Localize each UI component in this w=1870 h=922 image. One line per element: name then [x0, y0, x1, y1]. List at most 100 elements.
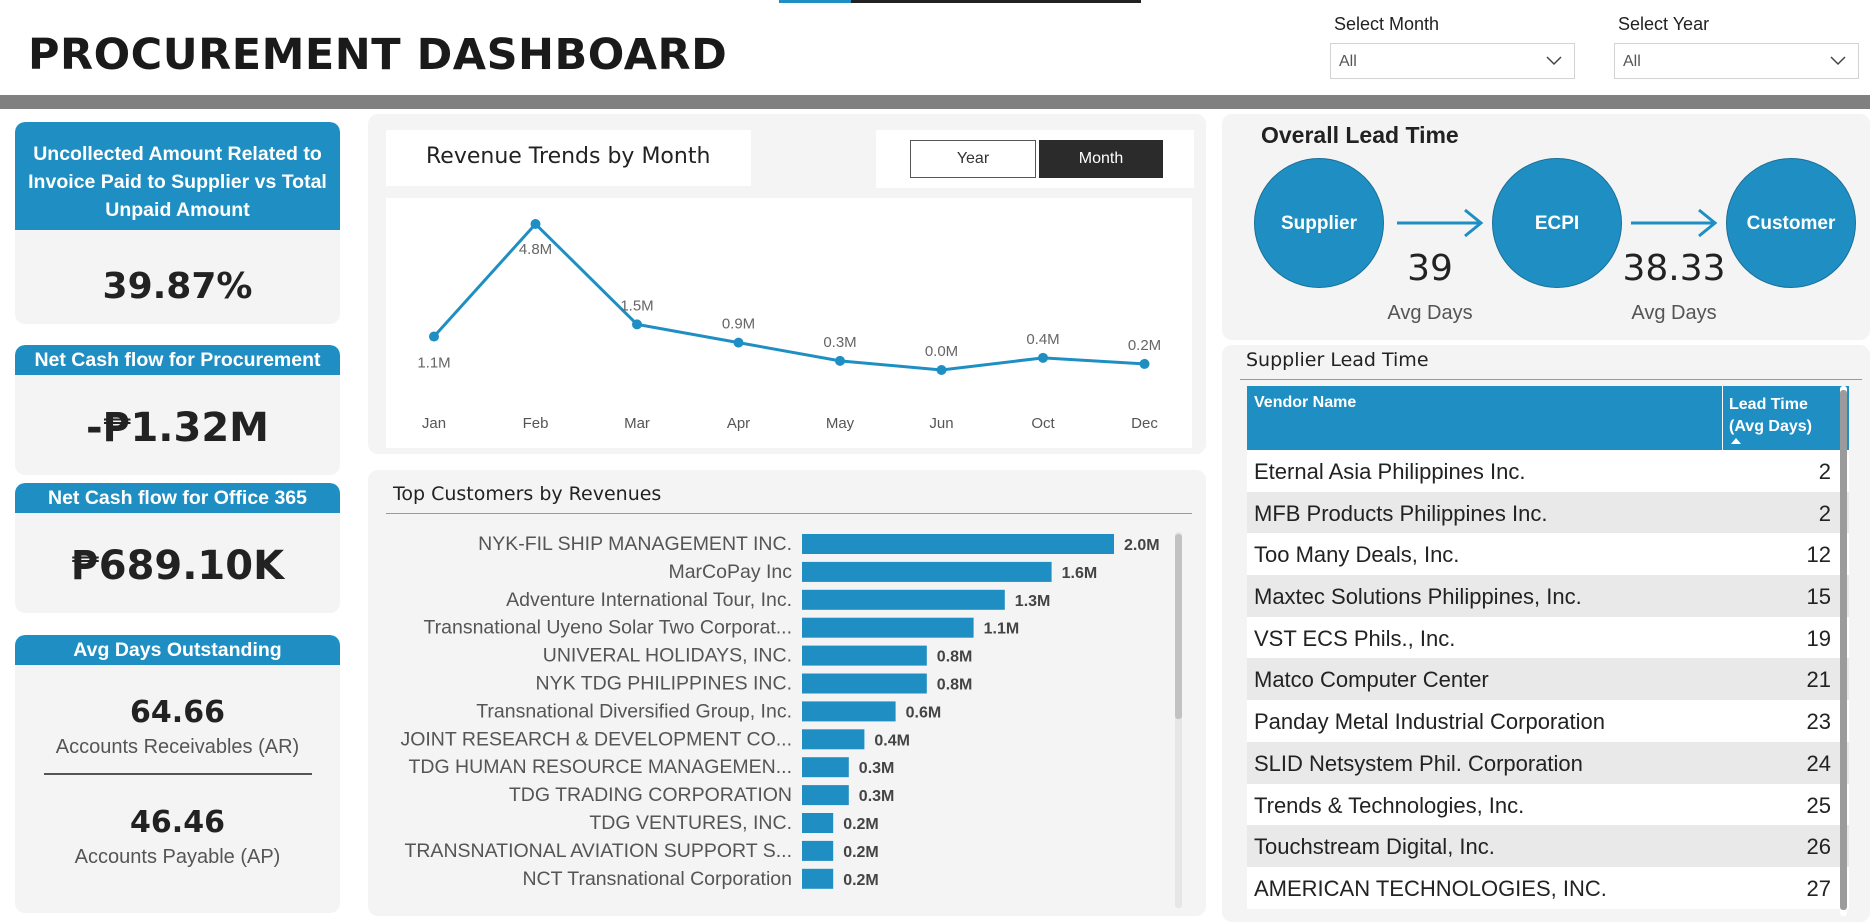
lead-time-header[interactable]: Lead Time (Avg Days) — [1729, 394, 1812, 438]
revenue-point[interactable] — [1139, 358, 1150, 369]
top-customers-title: Top Customers by Revenues — [393, 483, 662, 505]
table-row[interactable]: Too Many Deals, Inc. 12 — [1247, 533, 1849, 576]
table-row[interactable]: AMERICAN TECHNOLOGIES, INC. 27 — [1247, 866, 1849, 909]
ap-label: Accounts Payable (AP) — [74, 846, 281, 868]
revenue-point[interactable] — [429, 331, 439, 342]
customer-revenue-bar[interactable] — [802, 589, 1005, 610]
supplier-lead-time-title: Supplier Lead Time — [1246, 349, 1429, 371]
customer-revenue-bar[interactable] — [802, 813, 834, 833]
x-axis-tick-label: Feb — [523, 415, 549, 432]
lead-time-cell: 15 — [1806, 584, 1831, 610]
vendor-name-header[interactable]: Vendor Name — [1254, 394, 1357, 411]
supplier-ecpi-days-label: Avg Days — [1387, 302, 1473, 324]
revenue-point[interactable] — [936, 365, 947, 375]
revenue-point[interactable] — [835, 355, 845, 366]
customer-revenue-bar[interactable] — [802, 534, 1114, 554]
month-select[interactable]: All — [1330, 43, 1575, 79]
lead-time-cell: 26 — [1806, 834, 1831, 860]
revenue-point[interactable] — [632, 319, 642, 330]
revenue-point[interactable] — [1038, 352, 1048, 363]
vendor-name-cell: SLID Netsystem Phil. Corporation — [1254, 750, 1583, 776]
customer-name-label: TDG HUMAN RESOURCE MANAGEMEN... — [408, 756, 792, 778]
revenue-data-label: 0.2M — [1128, 337, 1161, 354]
chevron-down-icon[interactable] — [1546, 52, 1562, 68]
revenue-chart-title-box: Revenue Trends by Month — [386, 130, 751, 186]
page-nav-indicator — [779, 0, 1141, 3]
vendor-name-cell: Panday Metal Industrial Corporation — [1254, 709, 1605, 735]
uncollected-kpi-card: Uncollected Amount Related to Invoice Pa… — [15, 122, 340, 324]
customer-revenue-bar[interactable] — [802, 701, 896, 722]
days-outstanding-card: Avg Days Outstanding 64.66 Accounts Rece… — [15, 635, 340, 913]
lead-time-cell: 2 — [1818, 500, 1831, 526]
customer-revenue-bar[interactable] — [802, 868, 834, 889]
table-row[interactable]: Panday Metal Industrial Corporation 23 — [1247, 700, 1849, 742]
customer-name-label: JOINT RESEARCH & DEVELOPMENT CO... — [400, 728, 792, 750]
ecpi-customer-days-value: 38.33 — [1622, 248, 1726, 289]
customer-node: Customer — [1726, 158, 1856, 288]
x-axis-tick-label: Jan — [422, 415, 446, 432]
customer-name-label: TDG VENTURES, INC. — [589, 812, 792, 834]
overall-lead-time-title: Overall Lead Time — [1261, 122, 1459, 148]
customer-revenue-label: 0.8M — [937, 677, 973, 694]
procurement-cashflow-title: Net Cash flow for Procurement — [15, 345, 340, 375]
customer-revenue-bar[interactable] — [802, 561, 1052, 582]
page-title: PROCUREMENT DASHBOARD — [28, 30, 728, 80]
supplier-lead-time-table: Vendor Name Lead Time (Avg Days) Eternal… — [1247, 386, 1849, 909]
revenue-point[interactable] — [733, 337, 744, 348]
table-row[interactable]: Eternal Asia Philippines Inc. 2 — [1247, 450, 1849, 492]
chevron-down-icon[interactable] — [1830, 52, 1846, 68]
days-outstanding-title: Avg Days Outstanding — [15, 635, 340, 665]
sort-ascending-icon[interactable] — [1731, 438, 1741, 444]
customers-scrollbar[interactable] — [1175, 532, 1182, 908]
customer-revenue-label: 0.2M — [843, 816, 879, 833]
supplier-node: Supplier — [1254, 158, 1384, 288]
ar-label: Accounts Receivables (AR) — [55, 736, 300, 758]
top-customers-rule — [386, 513, 1192, 514]
office365-cashflow-title: Net Cash flow for Office 365 — [15, 483, 340, 513]
year-toggle-button[interactable]: Year — [910, 140, 1036, 178]
procurement-cashflow-card: Net Cash flow for Procurement -₱1.32M — [15, 345, 340, 475]
uncollected-kpi-value: 39.87% — [102, 266, 253, 307]
arrow-right-icon — [1397, 208, 1484, 238]
year-select[interactable]: All — [1614, 43, 1859, 79]
revenue-line-chart: 1.1M Jan 4.8M Feb 1.5M Mar 0.9M Apr 0.3M May 0.0M J… — [417, 219, 1161, 432]
customer-revenue-bar[interactable] — [802, 840, 834, 861]
revenue-point[interactable] — [530, 219, 541, 229]
customer-name-label: Transnational Diversified Group, Inc. — [476, 700, 792, 722]
customer-name-label: NYK-FIL SHIP MANAGEMENT INC. — [478, 533, 792, 555]
lead-time-cell: 19 — [1806, 625, 1831, 651]
customer-revenue-bar[interactable] — [802, 617, 974, 638]
table-row[interactable]: SLID Netsystem Phil. Corporation 24 — [1247, 741, 1849, 784]
table-scrollbar-thumb[interactable] — [1840, 390, 1847, 910]
table-row[interactable]: Maxtec Solutions Philippines, Inc. 15 — [1247, 575, 1849, 617]
header-divider — [0, 95, 1870, 109]
customer-revenue-bar[interactable] — [802, 645, 927, 666]
customer-name-label: Adventure International Tour, Inc. — [506, 589, 792, 611]
table-row[interactable]: Touchstream Digital, Inc. 26 — [1247, 825, 1849, 867]
customer-name-label: TRANSNATIONAL AVIATION SUPPORT S... — [404, 840, 792, 862]
customer-revenue-label: 1.6M — [1062, 565, 1098, 582]
customers-scrollbar-thumb[interactable] — [1175, 534, 1182, 719]
month-toggle-button[interactable]: Month — [1039, 140, 1163, 178]
revenue-data-label: 0.3M — [823, 334, 856, 351]
customer-revenue-bar[interactable] — [802, 785, 849, 806]
supplier-lead-time-rule — [1240, 379, 1862, 380]
table-row[interactable]: VST ECS Phils., Inc. 19 — [1247, 616, 1849, 659]
customer-name-label: NCT Transnational Corporation — [522, 868, 792, 890]
lead-time-header-line1: Lead Time — [1729, 396, 1808, 413]
vendor-name-cell: Maxtec Solutions Philippines, Inc. — [1254, 584, 1582, 610]
ecpi-customer-days-label: Avg Days — [1631, 302, 1717, 324]
top-customers-bar-chart: NYK-FIL SHIP MANAGEMENT INC. 2.0M MarCoPay… — [400, 533, 1159, 890]
customer-name-label: NYK TDG PHILIPPINES INC. — [536, 673, 792, 695]
table-row[interactable]: Matco Computer Center 21 — [1247, 658, 1849, 701]
vendor-name-cell: Too Many Deals, Inc. — [1254, 542, 1460, 568]
customer-revenue-bar[interactable] — [802, 673, 927, 694]
customer-revenue-bar[interactable] — [802, 729, 865, 750]
customer-revenue-bar[interactable] — [802, 757, 849, 778]
revenue-data-label: 0.9M — [722, 316, 755, 333]
table-row[interactable]: MFB Products Philippines Inc. 2 — [1247, 491, 1849, 534]
ar-ap-divider — [43, 773, 312, 775]
x-axis-tick-label: Mar — [624, 415, 650, 432]
table-row[interactable]: Trends & Technologies, Inc. 25 — [1247, 783, 1849, 826]
customer-revenue-label: 0.2M — [843, 872, 879, 889]
